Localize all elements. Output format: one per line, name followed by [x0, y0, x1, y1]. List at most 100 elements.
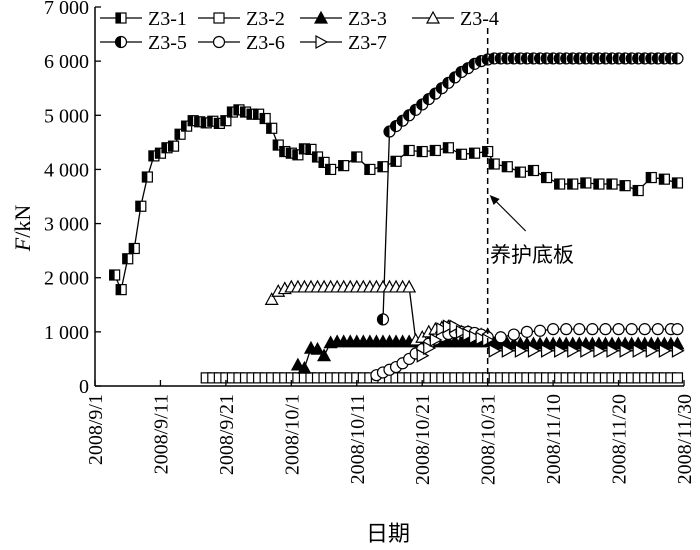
- data-point-z3-7: [593, 343, 607, 358]
- data-point-z3-7: [436, 322, 450, 337]
- legend-marker: [425, 10, 441, 24]
- data-point-z3-1: [128, 242, 140, 255]
- data-point-z3-1: [606, 178, 618, 190]
- data-point-z3-1: [377, 161, 389, 173]
- legend-marker: [313, 10, 329, 24]
- y-tick-label: 1 000: [44, 322, 89, 344]
- legend-marker: [115, 12, 127, 24]
- data-point-z3-1: [671, 177, 684, 189]
- data-point-z3-1: [122, 253, 134, 265]
- data-point-z3-5: [671, 52, 684, 65]
- data-point-z3-6: [507, 328, 520, 341]
- data-point-z3-1: [488, 158, 500, 170]
- legend-label: Z3-4: [460, 8, 499, 30]
- legend-label: Z3-1: [148, 8, 187, 30]
- data-point-z3-7: [606, 343, 620, 358]
- x-tick-label: 2008/11/30: [674, 394, 696, 484]
- legend-marker: [114, 35, 128, 49]
- y-tick-label: 0: [79, 376, 89, 398]
- data-point-z3-3: [310, 341, 325, 355]
- data-point-z3-1: [115, 284, 127, 296]
- data-point-z3-5: [376, 313, 390, 326]
- x-tick-label: 2008/11/20: [609, 394, 631, 484]
- legend-item-z3-5: Z3-5: [100, 32, 187, 54]
- legend-marker: [315, 34, 329, 50]
- data-point-z3-6: [520, 325, 534, 338]
- y-tick-label: 6 000: [44, 51, 89, 73]
- data-point-z3-4: [402, 279, 417, 293]
- data-point-z3-7: [619, 343, 633, 358]
- data-point-z3-1: [468, 147, 481, 159]
- data-point-z3-1: [429, 144, 441, 157]
- data-point-z3-6: [625, 323, 638, 336]
- data-point-z3-3: [290, 357, 305, 371]
- data-point-z3-7: [423, 341, 437, 356]
- data-point-z3-1: [658, 173, 670, 185]
- y-tick-label: 4 000: [44, 159, 89, 181]
- data-point-z3-1: [619, 180, 631, 192]
- x-tick-label: 2008/10/31: [478, 394, 500, 485]
- x-tick-label: 2008/10/11: [347, 394, 369, 484]
- data-point-z3-4: [264, 292, 279, 305]
- annotation-arrow: [491, 196, 527, 232]
- data-point-z3-7: [416, 348, 430, 363]
- data-point-z3-1: [501, 161, 513, 173]
- y-axis-title-unit: /kN: [10, 205, 35, 238]
- data-point-z3-6: [547, 323, 560, 336]
- annotation-arrowhead: [489, 195, 500, 205]
- data-point-z3-1: [135, 200, 147, 212]
- data-point-z3-1: [645, 171, 657, 184]
- legend-label: Z3-6: [246, 32, 285, 54]
- data-point-z3-1: [390, 155, 402, 167]
- x-tick-label: 2008/10/1: [281, 394, 303, 475]
- data-point-z3-7: [462, 327, 476, 342]
- data-point-z3-1: [318, 156, 330, 168]
- data-point-z3-1: [351, 151, 363, 163]
- data-point-z3-7: [554, 343, 567, 358]
- data-point-z3-6: [638, 323, 651, 336]
- data-point-z3-1: [527, 164, 540, 177]
- data-point-z3-3: [317, 348, 332, 362]
- data-point-z3-1: [416, 145, 428, 158]
- data-point-z3-6: [573, 323, 586, 336]
- legend-marker: [212, 35, 226, 49]
- legend-item-z3-4: Z3-4: [412, 8, 499, 30]
- y-tick-label: 5 000: [44, 105, 89, 127]
- y-tick-label: 7 000: [44, 0, 89, 19]
- data-point-z3-7: [468, 330, 482, 345]
- x-axis-title: 日期: [366, 521, 410, 546]
- data-point-z3-5: [396, 114, 409, 127]
- data-point-z3-1: [593, 178, 605, 190]
- data-point-z3-7: [527, 343, 541, 358]
- x-tick-label: 2008/10/21: [412, 394, 434, 485]
- data-point-z3-7: [488, 343, 502, 358]
- annotation-label: 养护底板: [490, 243, 574, 267]
- data-point-z3-6: [494, 331, 507, 344]
- data-point-z3-1: [514, 166, 526, 178]
- data-point-z3-6: [586, 323, 599, 336]
- data-point-z3-7: [580, 343, 594, 358]
- legend-marker: [213, 12, 225, 24]
- data-point-z3-7: [455, 324, 469, 339]
- data-point-z3-2: [671, 372, 684, 384]
- data-point-z3-7: [501, 343, 515, 358]
- data-point-z3-7: [514, 343, 528, 358]
- data-point-z3-6: [671, 323, 684, 336]
- x-tick-label: 2008/9/21: [216, 394, 238, 475]
- data-point-z3-1: [220, 115, 232, 127]
- data-point-z3-1: [442, 142, 454, 154]
- data-point-z3-7: [429, 332, 443, 347]
- series-markers: [109, 52, 685, 384]
- annotation-group: 养护底板: [486, 28, 574, 386]
- data-point-z3-3: [297, 360, 312, 374]
- legend-label: Z3-7: [348, 32, 387, 54]
- legend: Z3-1 Z3-2 Z3-3 Z3-4 Z3-5 Z3-6 Z3-7: [100, 8, 499, 54]
- data-point-z3-1: [325, 163, 337, 176]
- data-point-z3-1: [305, 143, 317, 155]
- data-point-z3-7: [645, 343, 659, 358]
- data-point-z3-7: [671, 343, 685, 358]
- data-point-z3-1: [167, 140, 180, 152]
- axes: 0 1 000 2 000 3 000 4 000 5 000 6 000 7 000 2008…: [44, 0, 696, 485]
- data-point-z3-7: [449, 319, 463, 334]
